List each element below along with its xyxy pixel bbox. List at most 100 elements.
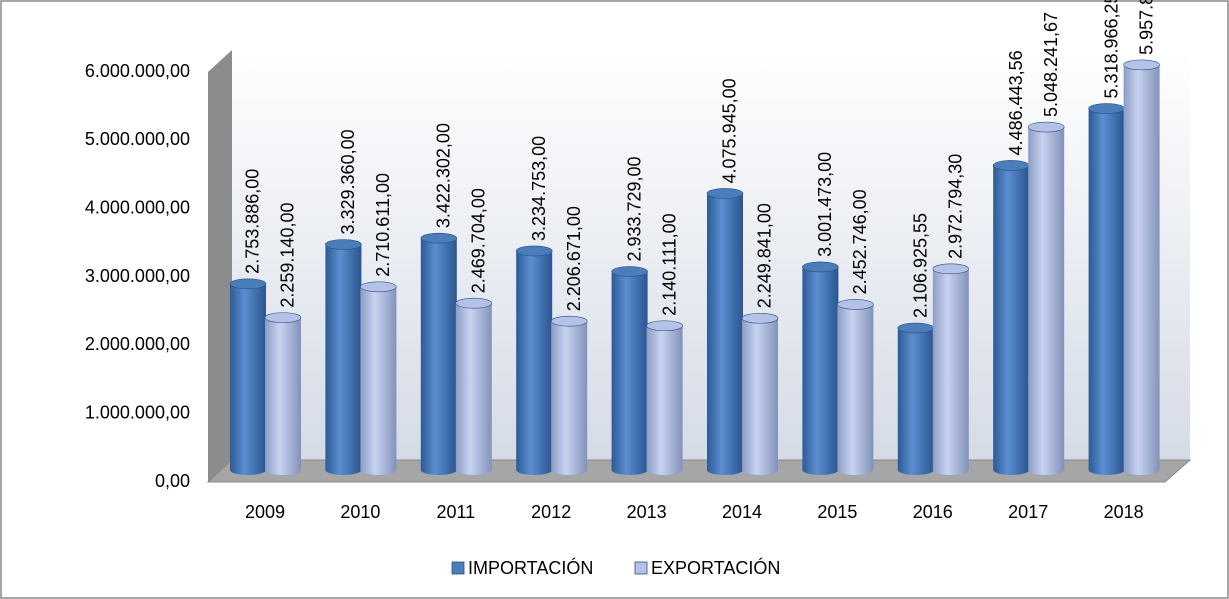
bar-base [325,465,362,475]
bar-base [742,465,778,475]
y-tick-label: 2.000.000,00 [85,334,190,354]
data-label: 4.486.443,56 [1006,50,1026,155]
data-label: 5.318.966,25 [1101,0,1121,99]
bar-top [1123,59,1160,71]
y-tick-label: 5.000.000,00 [85,129,190,149]
bar [265,317,301,470]
bar-top [646,320,683,332]
bar-base [455,465,492,475]
bar [1123,64,1160,470]
bar-base [897,465,934,475]
legend-label: EXPORTACIÓN [651,557,780,578]
data-label: 4.075.945,00 [720,78,740,183]
bar [802,266,839,470]
bar-top [229,278,267,290]
bar-top [837,299,874,310]
bar-base [993,465,1030,475]
data-label: 3.001.473,00 [815,152,835,257]
bar-base [551,465,588,475]
bar [932,268,969,470]
bar [516,250,553,470]
y-tick-label: 0,00 [155,471,190,491]
bar-base [932,465,969,475]
bar-base [265,465,301,475]
data-label: 5.048.241,67 [1041,12,1061,117]
data-label: 2.106.925,55 [911,213,931,318]
bar-top [932,263,970,275]
bar [646,325,683,470]
bar [837,304,874,470]
data-label: 2.710.611,00 [373,173,393,277]
bar [420,238,457,470]
y-tick-label: 1.000.000,00 [85,402,190,422]
data-label: 2.206.671,00 [564,206,584,311]
bar-base [420,465,457,475]
bar-top [420,232,458,244]
x-tick-label: 2012 [531,502,571,522]
data-label: 2.452.746,00 [850,189,870,294]
x-tick-label: 2015 [817,502,857,522]
bar-base [230,465,266,475]
y-tick-label: 4.000.000,00 [85,197,190,217]
data-label: 2.753.886,00 [243,169,263,274]
bar-base [516,465,553,475]
bar [360,286,397,470]
bar-top [741,312,779,324]
bar-top [515,245,553,257]
data-label: 3.329.360,00 [338,129,358,234]
data-label: 5.957.807,73 [1136,0,1156,55]
legend-label: IMPORTACIÓN [468,557,593,578]
legend-swatch [451,561,465,575]
bar-base [837,465,874,475]
bar [993,165,1030,470]
bar-top [325,239,362,250]
data-label: 2.972.794,30 [946,154,966,259]
bar [230,283,266,470]
legend-swatch [634,561,648,575]
bar-base [360,465,397,475]
data-label: 2.249.841,00 [755,203,775,308]
bar-top [455,297,493,309]
bar-top [550,315,588,327]
x-tick-label: 2013 [627,502,667,522]
bar [1088,108,1125,471]
bar [1028,127,1065,471]
bar-top [264,312,302,323]
data-label: 2.259.140,00 [278,203,298,308]
bar [455,303,492,470]
data-label: 2.933.729,00 [624,156,644,261]
data-label: 2.469.704,00 [469,188,489,293]
bar-base [1028,465,1065,475]
bar [707,193,743,470]
bar [551,321,588,470]
bar-top [611,266,648,277]
x-tick-label: 2017 [1008,502,1048,522]
bar-top [802,261,839,273]
bar-top [992,160,1030,171]
x-tick-label: 2011 [436,502,475,522]
x-tick-label: 2016 [913,502,953,522]
bar [742,318,778,470]
bar-base [802,465,839,475]
data-label: 3.422.302,00 [434,123,454,228]
bar [325,244,362,470]
data-label: 2.140.111,00 [659,213,679,315]
side-wall [208,50,232,482]
x-tick-label: 2018 [1104,502,1144,522]
x-tick-label: 2009 [245,502,285,522]
bar-base [646,465,683,475]
bar-base [1088,465,1125,475]
bar-top [360,281,397,293]
bar-base [1123,465,1160,475]
bar-top [897,322,935,334]
bar-top [1027,121,1065,133]
bar-top [706,188,744,199]
bar-base [707,465,743,475]
x-tick-label: 2010 [340,502,380,522]
bar-base [611,465,648,475]
y-tick-label: 3.000.000,00 [85,266,190,286]
y-tick-label: 6.000.000,00 [85,61,190,81]
bar-top [1088,103,1125,114]
bar [897,328,934,470]
